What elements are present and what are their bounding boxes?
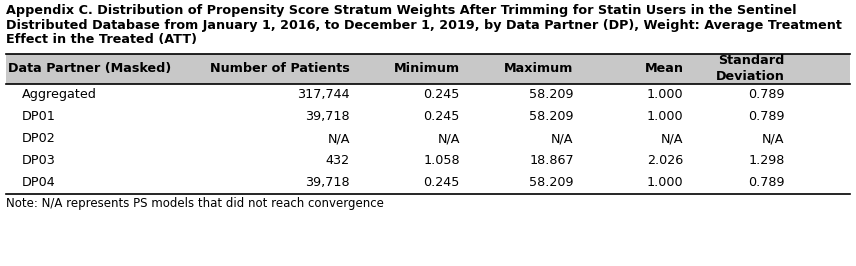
Bar [6,53,850,84]
Text: 0.789: 0.789 [748,110,785,123]
Text: DP03: DP03 [22,154,56,167]
Text: N/A: N/A [437,132,460,145]
Text: DP04: DP04 [22,176,56,189]
Text: 39,718: 39,718 [306,176,350,189]
Text: 0.245: 0.245 [424,110,460,123]
Text: 1.298: 1.298 [748,154,785,167]
Text: Appendix C. Distribution of Propensity Score Stratum Weights After Trimming for : Appendix C. Distribution of Propensity S… [6,4,797,17]
Text: 0.789: 0.789 [748,176,785,189]
Text: 1.000: 1.000 [647,88,683,101]
Text: DP01: DP01 [22,110,56,123]
Text: 1.058: 1.058 [423,154,460,167]
Text: 0.245: 0.245 [424,88,460,101]
Text: 58.209: 58.209 [529,88,574,101]
Text: Number of Patients: Number of Patients [211,62,350,75]
Text: Data Partner (Masked): Data Partner (Masked) [8,62,171,75]
Text: 18.867: 18.867 [529,154,574,167]
Text: 317,744: 317,744 [297,88,350,101]
Text: Maximum: Maximum [504,62,574,75]
Text: Mean: Mean [645,62,683,75]
Text: Effect in the Treated (ATT): Effect in the Treated (ATT) [6,33,197,46]
Text: 0.789: 0.789 [748,88,785,101]
Text: Aggregated: Aggregated [22,88,97,101]
Text: 0.245: 0.245 [424,176,460,189]
Text: 1.000: 1.000 [647,110,683,123]
Text: 2.026: 2.026 [647,154,683,167]
Text: 58.209: 58.209 [529,110,574,123]
Text: 39,718: 39,718 [306,110,350,123]
Text: Standard
Deviation: Standard Deviation [716,55,785,82]
Text: Minimum: Minimum [394,62,460,75]
Text: 432: 432 [326,154,350,167]
Text: N/A: N/A [328,132,350,145]
Text: N/A: N/A [762,132,785,145]
Text: Distributed Database from January 1, 2016, to December 1, 2019, by Data Partner : Distributed Database from January 1, 201… [6,19,841,31]
Text: 58.209: 58.209 [529,176,574,189]
Text: 1.000: 1.000 [647,176,683,189]
Text: DP02: DP02 [22,132,56,145]
Text: Note: N/A represents PS models that did not reach convergence: Note: N/A represents PS models that did … [6,197,383,210]
Text: N/A: N/A [551,132,574,145]
Text: N/A: N/A [661,132,683,145]
